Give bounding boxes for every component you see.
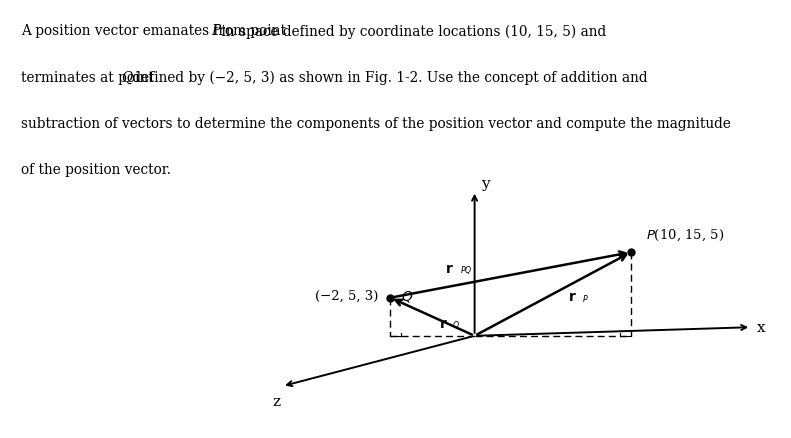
Text: x: x (757, 321, 766, 335)
Text: terminates at point: terminates at point (21, 71, 158, 85)
Text: A position vector emanates from point: A position vector emanates from point (21, 24, 291, 38)
Text: $\mathit{Q}$: $\mathit{Q}$ (401, 289, 414, 304)
Text: $_{PQ}$: $_{PQ}$ (460, 264, 472, 278)
Text: $_{P}$: $_{P}$ (581, 293, 589, 305)
Text: $\mathbf{r}$: $\mathbf{r}$ (438, 316, 447, 330)
Text: $_{Q}$: $_{Q}$ (452, 318, 460, 332)
Text: $\mathbf{r}$: $\mathbf{r}$ (568, 290, 577, 304)
Text: defined by (−2, 5, 3) as shown in Fig. 1-2. Use the concept of addition and: defined by (−2, 5, 3) as shown in Fig. 1… (127, 71, 647, 85)
Text: (−2, 5, 3): (−2, 5, 3) (315, 289, 378, 302)
Text: subtraction of vectors to determine the components of the position vector and co: subtraction of vectors to determine the … (21, 117, 731, 131)
Text: $\mathbf{r}$: $\mathbf{r}$ (445, 261, 453, 275)
Text: Q: Q (121, 71, 132, 85)
Text: in space defined by coordinate locations (10, 15, 5) and: in space defined by coordinate locations… (218, 24, 607, 39)
Text: P: P (210, 24, 220, 38)
Text: y: y (481, 176, 490, 190)
Text: of the position vector.: of the position vector. (21, 163, 172, 177)
Text: $\mathit{P}$(10, 15, 5): $\mathit{P}$(10, 15, 5) (646, 227, 725, 243)
Text: z: z (272, 394, 280, 408)
